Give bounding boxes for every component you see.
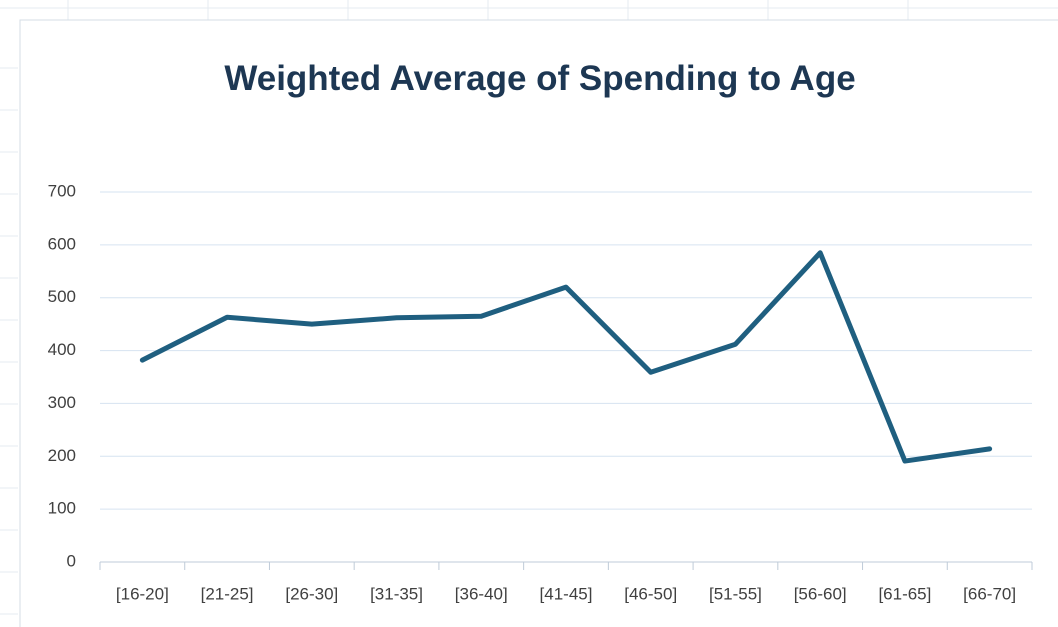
x-tick-label: [26-30] — [285, 584, 338, 603]
y-tick-label: 600 — [48, 234, 76, 253]
y-tick-label: 400 — [48, 340, 76, 359]
x-tick-label: [66-70] — [963, 584, 1016, 603]
x-tick-label: [31-35] — [370, 584, 423, 603]
x-tick-label: [46-50] — [624, 584, 677, 603]
x-tick-label: [51-55] — [709, 584, 762, 603]
y-tick-label: 0 — [67, 551, 76, 570]
y-tick-label: 100 — [48, 499, 76, 518]
y-tick-label: 300 — [48, 393, 76, 412]
x-tick-label: [61-65] — [878, 584, 931, 603]
y-tick-label: 200 — [48, 446, 76, 465]
chart-title: Weighted Average of Spending to Age — [224, 59, 856, 98]
y-tick-label: 500 — [48, 287, 76, 306]
data-line — [139, 250, 993, 464]
x-tick-label: [36-40] — [455, 584, 508, 603]
x-tick-label: [16-20] — [116, 584, 169, 603]
x-tick-label: [41-45] — [540, 584, 593, 603]
x-tick-label: [56-60] — [794, 584, 847, 603]
chart-area — [19, 19, 1058, 627]
x-tick-label: [21-25] — [201, 584, 254, 603]
y-tick-label: 700 — [48, 181, 76, 200]
